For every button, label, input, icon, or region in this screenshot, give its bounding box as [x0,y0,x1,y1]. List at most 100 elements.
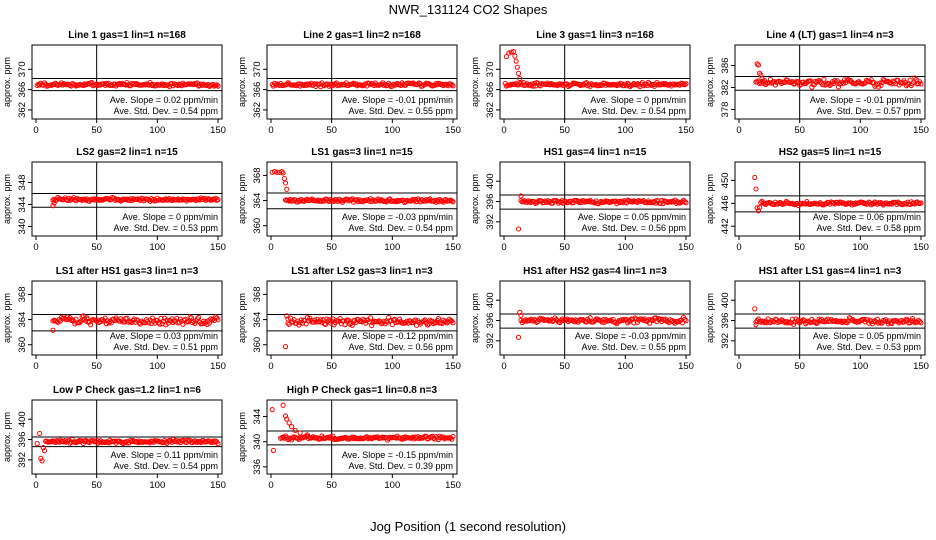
data-point [302,317,308,324]
data-point [383,318,389,324]
data-point [450,320,456,326]
panel-7: HS1 gas=4 lin=1 n=15 0 50 100 150 392 396 400 ap… [470,147,694,253]
panel-6: LS1 gas=3 lin=1 n=15 0 50 100 150 360 364 368 ap… [237,147,461,253]
x-tick-label: 50 [326,242,337,253]
x-tick-label: 150 [445,242,461,253]
data-point [439,81,445,87]
y-axis-label: approx. ppm [2,293,12,343]
data-point [211,196,217,202]
data-point [412,317,418,323]
data-point [603,82,609,88]
data-point [918,320,924,326]
data-point [630,82,636,88]
data-point [204,82,210,89]
data-point [804,319,810,326]
data-point [187,314,193,320]
figure-title: NWR_131124 CO2 Shapes [389,2,548,17]
data-point [823,201,829,207]
data-point [433,80,439,87]
data-point [281,175,287,182]
slope-annotation: Ave. Slope = -0.01 ppm/min [810,95,921,105]
panel-1: Line 1 gas=1 lin=1 n=168 0 50 100 150 362 366 3… [2,30,226,136]
x-tick-label: 50 [91,361,102,372]
y-tick-label: 446 [720,195,731,211]
data-point [834,199,840,206]
data-point [755,62,762,68]
plot-frame [266,44,458,120]
data-point [511,48,517,55]
y-axis-label: approx. ppm [705,293,715,343]
data-point [775,319,781,325]
x-tick-label: 150 [210,361,226,372]
data-point [129,438,135,445]
data-point [270,447,277,454]
data-point [280,434,286,440]
slope-annotation: Ave. Slope = -0.03 ppm/min [342,212,453,222]
panel-13: Low P Check gas=1.2 lin=1 n=6 0 50 100 150 39… [2,385,226,491]
panel-title: LS1 gas=3 lin=1 n=15 [311,147,413,158]
data-point [282,180,289,186]
x-tick-label: 150 [210,242,226,253]
figure-x-axis-label: Jog Position (1 second resolution) [370,519,566,534]
x-tick-label: 0 [501,125,506,136]
data-point [280,170,286,176]
y-tick-label: 442 [720,218,731,234]
data-point [515,70,522,76]
y-tick-label: 400 [17,411,28,427]
data-point [506,50,512,56]
slope-annotation: Ave. Slope = 0.03 ppm/min [110,331,218,341]
x-tick-label: 100 [852,361,868,372]
data-point [823,317,829,324]
data-point [513,58,519,64]
data-point [598,198,604,205]
data-point [812,319,819,325]
data-point [146,439,152,445]
slope-annotation: Ave. Slope = -0.12 ppm/min [342,331,453,341]
data-point [667,317,673,323]
data-point [302,81,308,88]
panel-title: HS2 gas=5 lin=1 n=15 [779,147,882,158]
data-point [834,78,840,84]
data-point [92,197,99,203]
panels-grid: Line 1 gas=1 lin=1 n=168 0 50 100 150 362 366 3… [2,30,929,491]
data-point [831,200,837,206]
data-point [434,82,440,88]
slope-annotation: Ave. Slope = 0.11 ppm/min [111,450,218,460]
y-tick-label: 364 [252,312,263,328]
slope-annotation: Ave. Slope = 0 ppm/min [590,95,686,105]
x-tick-label: 150 [678,125,694,136]
data-point [273,82,279,88]
data-point [657,200,664,206]
data-point [318,317,324,323]
stddev-annotation: Ave. Std. Dev. = 0.54 ppm [349,223,453,233]
panel-title: Line 2 gas=1 lin=2 n=168 [303,30,421,41]
x-tick-label: 0 [736,242,741,253]
data-point [753,186,759,192]
x-tick-label: 0 [736,125,741,136]
x-tick-label: 100 [617,125,633,136]
slope-annotation: Ave. Slope = -0.01 ppm/min [342,95,453,105]
data-point [282,433,289,439]
x-tick-label: 150 [210,480,226,491]
y-tick-label: 386 [720,58,731,74]
data-point [146,82,152,88]
data-point [630,199,636,205]
data-point [41,448,48,454]
data-point [450,433,456,440]
x-tick-label: 100 [852,242,868,253]
data-point [671,319,677,325]
data-point [754,61,760,67]
y-tick-label: 396 [720,313,731,329]
data-point [88,322,94,328]
data-point [72,82,78,88]
x-tick-label: 50 [326,125,337,136]
data-point [682,199,688,205]
data-point [772,82,779,88]
data-point [269,407,275,413]
slope-annotation: Ave. Slope = -0.15 ppm/min [342,450,453,460]
data-point [125,319,131,325]
panel-2: Line 2 gas=1 lin=2 n=168 0 50 100 150 362 366 3… [237,30,461,136]
panel-5: LS2 gas=2 lin=1 n=15 0 50 100 150 340 344 348 ap… [2,147,226,253]
data-point [682,82,688,88]
